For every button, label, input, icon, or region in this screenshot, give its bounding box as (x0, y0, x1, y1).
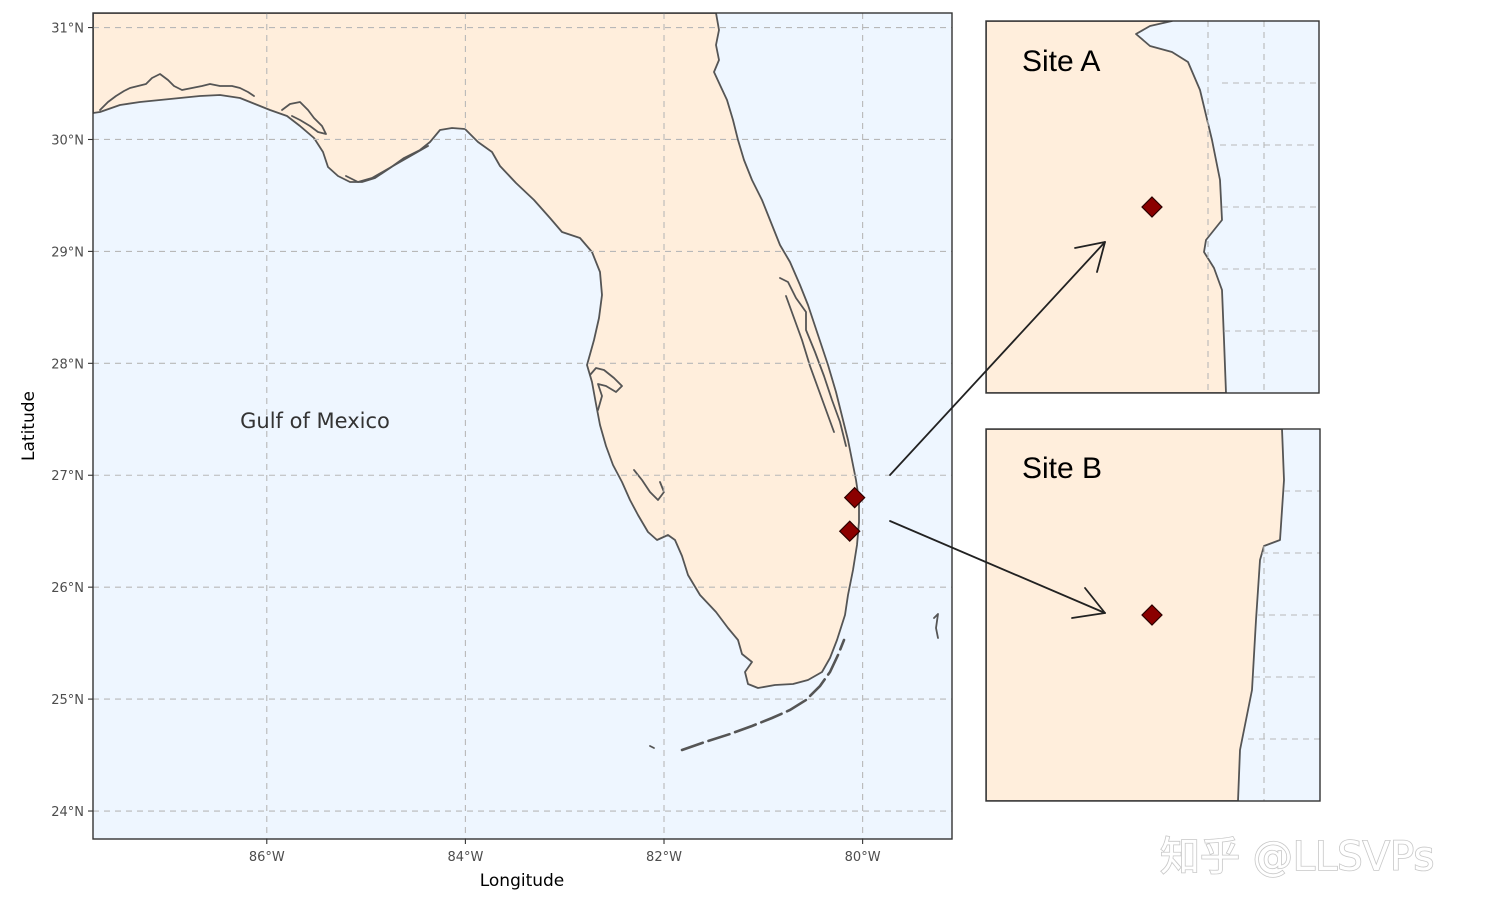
inset-a-grid (1207, 21, 1319, 393)
inset-b-label: Site B (1022, 452, 1102, 485)
watermark-text: 知乎 @LLSVPs (1160, 834, 1434, 880)
x-tick-label: 84°W (447, 850, 483, 865)
x-axis: 86°W 84°W 82°W 80°W (249, 839, 881, 865)
indian-river-lagoon-line (779, 277, 847, 447)
y-tick-label: 24°N (51, 805, 84, 820)
graticule (93, 13, 952, 839)
dry-tortugas (649, 745, 655, 749)
callout-arrows (889, 241, 1106, 619)
florida-landmass (93, 13, 860, 689)
barrier-island-line (785, 295, 835, 433)
water-label: Gulf of Mexico (240, 409, 390, 433)
y-axis: 24°N 25°N 26°N 27°N 28°N 29°N 30°N 31°N (51, 22, 93, 820)
site-marker-b (838, 520, 861, 543)
y-tick-label: 30°N (51, 133, 84, 148)
inset-a-label: Site A (1022, 45, 1100, 78)
inset-b-grid (1248, 490, 1320, 801)
inset-site-a: Site A (985, 20, 1320, 394)
florida-keys (680, 638, 846, 752)
y-tick-label: 25°N (51, 693, 84, 708)
site-marker-a (843, 486, 866, 509)
inset-a-border (985, 20, 1320, 394)
y-tick-label: 26°N (51, 581, 84, 596)
arrow-to-site-b (889, 520, 1106, 619)
y-tick-label: 31°N (51, 22, 84, 37)
inset-b-site-marker (1141, 604, 1163, 626)
panhandle-coast-detail (99, 73, 255, 111)
inset-a-site-marker (1141, 196, 1163, 218)
y-tick-label: 29°N (51, 245, 84, 260)
tampa-bay-detail (589, 367, 623, 411)
big-bend-coast-detail (345, 145, 429, 183)
inset-b-border (985, 428, 1321, 802)
inset-site-b: Site B (985, 428, 1321, 802)
x-axis-title: Longitude (480, 871, 565, 891)
y-tick-label: 28°N (51, 357, 84, 372)
arrow-to-site-a (889, 241, 1106, 476)
x-tick-label: 82°W (646, 850, 682, 865)
x-tick-label: 86°W (249, 850, 285, 865)
main-panel-border (92, 12, 953, 840)
inset-b-land (986, 429, 1285, 801)
apalachicola-coast-detail (281, 101, 327, 135)
x-tick-label: 80°W (845, 850, 881, 865)
main-map-panel: Gulf of Mexico 86°W 84°W 82°W 80°W 24°N 25°N… (19, 12, 953, 891)
y-tick-label: 27°N (51, 469, 84, 484)
site-markers (838, 486, 866, 543)
y-axis-title: Latitude (19, 391, 39, 461)
inset-a-land (986, 21, 1227, 393)
charlotte-harbor-detail (633, 469, 665, 501)
bahamas-fragment (933, 613, 939, 639)
